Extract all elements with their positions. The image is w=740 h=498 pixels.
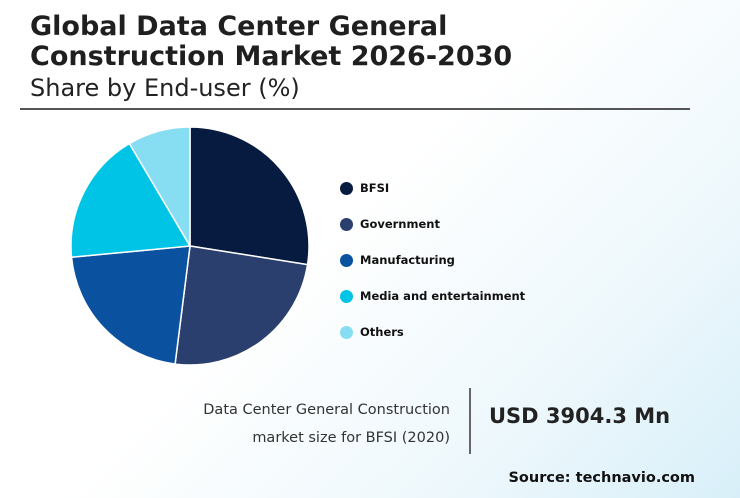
stat-label: Data Center General Construction market … [130, 396, 450, 452]
pie-slice-bfsi [189, 126, 310, 266]
legend-item: Manufacturing [340, 242, 525, 278]
pie-slice-others [128, 126, 191, 249]
legend-label: Government [360, 217, 440, 231]
legend-swatch [340, 253, 353, 267]
legend-swatch [340, 289, 353, 303]
pie-chart [70, 126, 310, 366]
page-title: Global Data Center General Construction … [30, 11, 513, 72]
legend-swatch [340, 325, 353, 339]
legend-label: Others [360, 325, 404, 339]
pie-slice-media-and-entertainment [70, 142, 192, 259]
stat-label-line1: Data Center General Construction [203, 402, 450, 418]
legend-label: BFSI [360, 181, 390, 195]
stat-divider [469, 388, 471, 454]
legend-swatch [340, 217, 353, 231]
source-credit: Source: technavio.com [508, 470, 695, 486]
legend-swatch [340, 181, 353, 195]
pie-slice-manufacturing [70, 245, 191, 365]
legend-label: Manufacturing [360, 253, 455, 267]
chart-legend: BFSI Government Manufacturing Media and ent… [340, 170, 525, 350]
legend-label: Media and entertainment [360, 289, 526, 303]
chart-subtitle: Share by End-user (%) [30, 74, 300, 102]
legend-item: Others [340, 314, 525, 350]
stat-value: USD 3904.3 Mn [489, 404, 671, 428]
title-divider [20, 108, 690, 110]
pie-slice-government [174, 245, 309, 366]
legend-item: Government [340, 206, 525, 242]
stat-label-line2: market size for BFSI (2020) [252, 430, 450, 446]
legend-item: Media and entertainment [340, 278, 525, 314]
legend-item: BFSI [340, 170, 525, 206]
